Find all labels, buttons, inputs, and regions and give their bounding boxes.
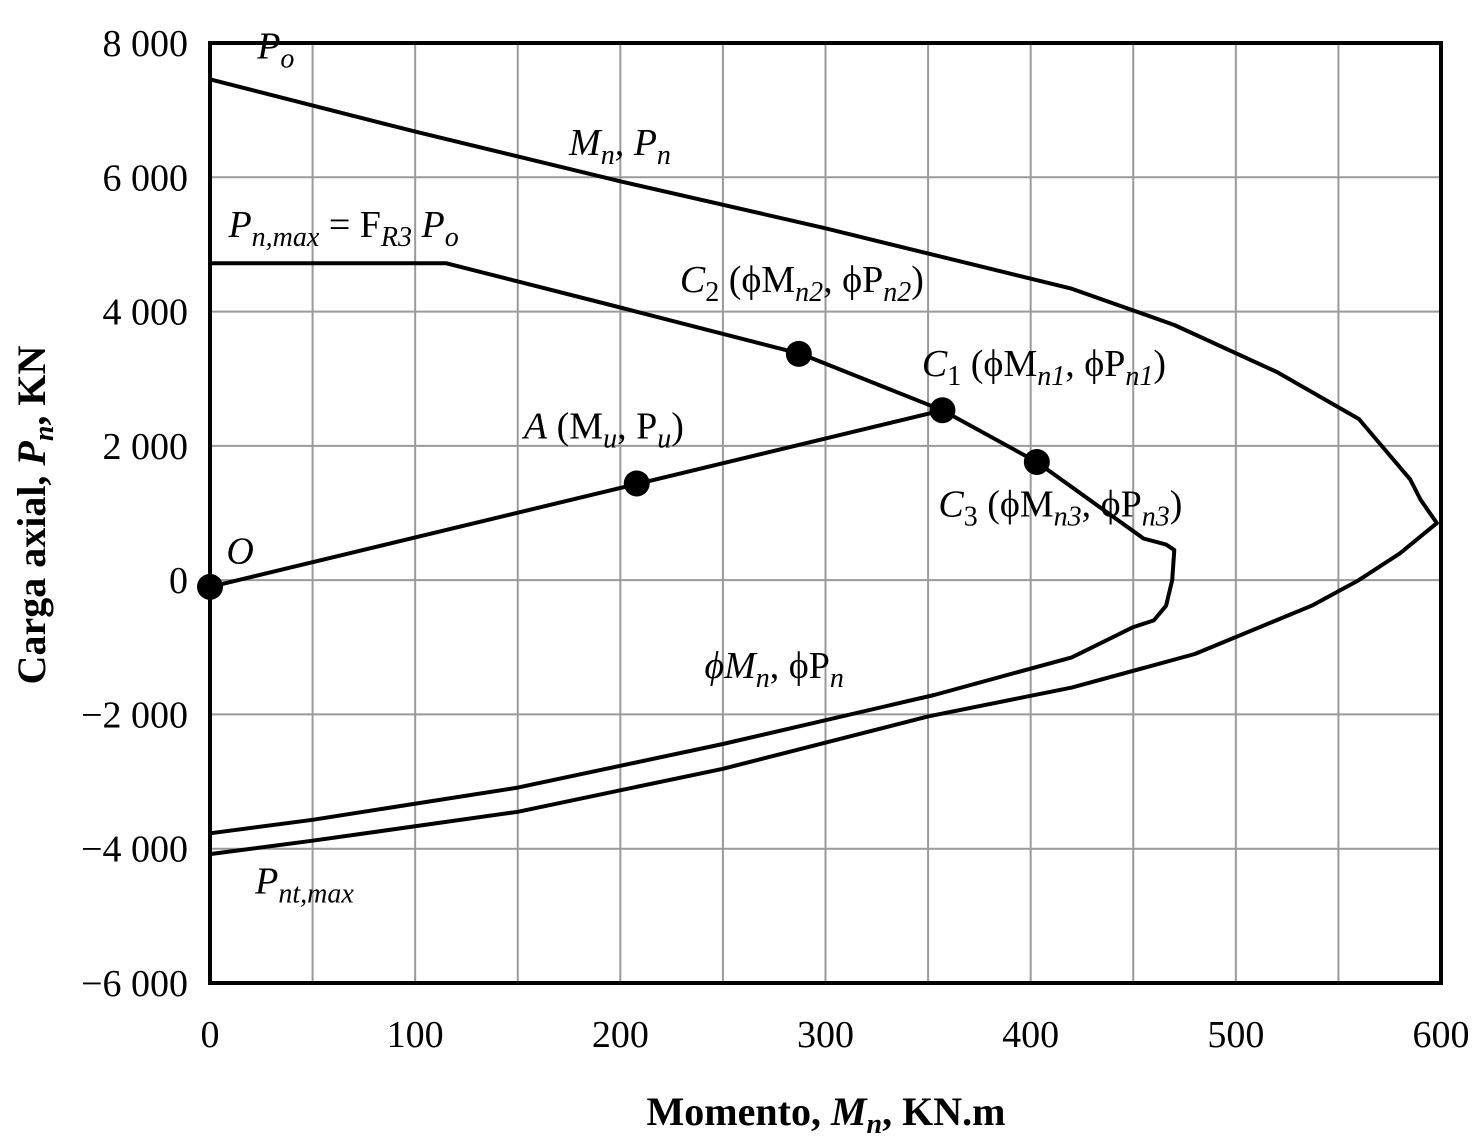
annotation-po: Po xyxy=(256,25,294,74)
x-axis-title-sub: n xyxy=(867,1109,883,1140)
y-tick-label: 8 000 xyxy=(103,23,189,65)
tick-labels: 0 100 200 300 400 500 600 8 000 6 000 4 000 2 000 0… xyxy=(81,23,1469,1056)
x-tick-label: 400 xyxy=(1002,1014,1059,1056)
x-axis-title-pre: Momento, xyxy=(647,1089,831,1134)
x-tick-label: 600 xyxy=(1413,1014,1470,1056)
y-axis-title-post: , KN xyxy=(9,345,54,425)
y-axis-title-pre: Carga axial, xyxy=(9,466,54,685)
marked-points xyxy=(197,340,1050,600)
y-tick-label: 4 000 xyxy=(103,292,189,334)
annotation-a-label: A (Mu, Pu) xyxy=(521,405,684,454)
annotation-mn-pn: Mn, Pn xyxy=(568,122,671,171)
series-line-1 xyxy=(209,77,1439,857)
x-tick-label: 500 xyxy=(1207,1014,1264,1056)
annotation-pnmax: Pn,max = FR3 Po xyxy=(227,204,458,253)
y-tick-label: 6 000 xyxy=(103,157,189,199)
grid-lines xyxy=(210,43,1441,983)
y-tick-label: 2 000 xyxy=(103,426,189,468)
point-c3 xyxy=(1023,448,1050,475)
x-tick-label: 0 xyxy=(201,1014,220,1056)
annotation-c1-label: C1 (ϕMn1, ϕPn1) xyxy=(922,343,1166,392)
annotation-phimn-label: ϕMn, ϕPn xyxy=(704,645,843,694)
annotation-c3-label: C3 (ϕMn3, ϕPn3) xyxy=(938,483,1182,532)
annotation-c2-label: C2 (ϕMn2, ϕPn2) xyxy=(680,259,924,308)
point-o xyxy=(197,573,223,600)
curves xyxy=(209,77,1439,857)
point-a xyxy=(623,470,650,497)
annotations: Po Mn, Pn Pn,max = FR3 Po C2 (ϕMn2, ϕPn2) C1… xyxy=(226,25,1182,909)
point-c1 xyxy=(929,397,956,424)
x-tick-label: 200 xyxy=(592,1014,649,1056)
annotation-o-label: O xyxy=(226,530,253,572)
y-axis-title-sub: n xyxy=(29,426,60,442)
x-axis-title-var: M xyxy=(830,1089,868,1134)
y-tick-label: −6 000 xyxy=(81,963,188,1005)
x-axis-title: Momento, Mn, KN.m xyxy=(647,1089,1006,1140)
y-tick-label: 0 xyxy=(169,560,188,602)
plot-frame xyxy=(208,41,1443,985)
y-axis-title: Carga axial, Pn, KN xyxy=(9,345,60,684)
series-line-3 xyxy=(209,408,943,589)
point-c2 xyxy=(785,340,812,367)
y-tick-label: −4 000 xyxy=(81,829,188,871)
x-axis-title-post: , KN.m xyxy=(882,1089,1005,1134)
annotation-pntmax: Pnt,max xyxy=(254,861,354,910)
y-axis-title-var: P xyxy=(9,441,54,467)
x-tick-label: 300 xyxy=(797,1014,854,1056)
x-tick-label: 100 xyxy=(387,1014,444,1056)
y-tick-label: −2 000 xyxy=(81,694,188,736)
